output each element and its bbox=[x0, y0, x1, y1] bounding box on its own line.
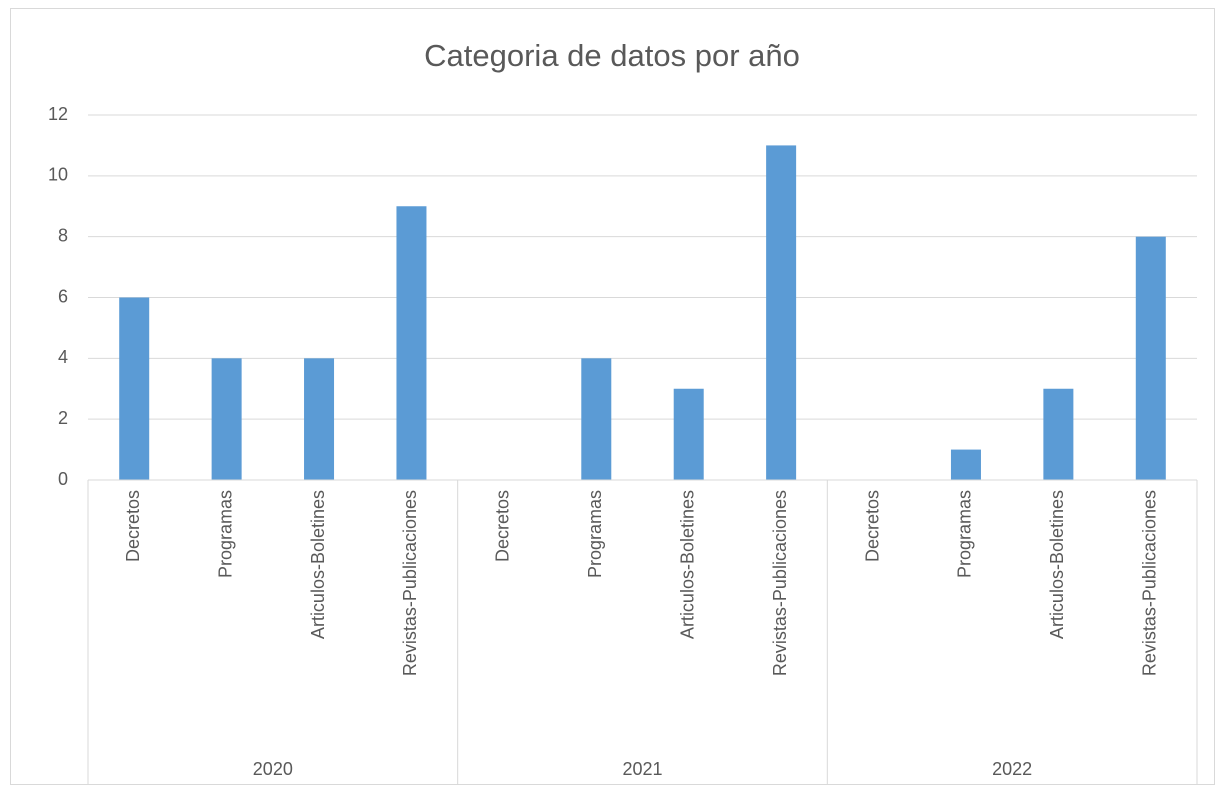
y-tick-label: 10 bbox=[48, 165, 68, 185]
x-tick-label: Articulos-Boletines bbox=[308, 490, 328, 639]
group-label: 2020 bbox=[253, 759, 293, 779]
bar bbox=[1135, 236, 1166, 480]
group-label: 2022 bbox=[992, 759, 1032, 779]
bar bbox=[1043, 388, 1074, 480]
x-tick-label: Decretos bbox=[123, 490, 143, 562]
bar bbox=[211, 358, 242, 480]
bar bbox=[766, 145, 797, 480]
x-tick-label: Revistas-Publicaciones bbox=[770, 490, 790, 676]
x-tick-label: Decretos bbox=[862, 490, 882, 562]
y-tick-label: 0 bbox=[58, 469, 68, 489]
x-tick-label: Programas bbox=[215, 490, 235, 578]
x-tick-label: Revistas-Publicaciones bbox=[1140, 490, 1160, 676]
x-tick-label: Programas bbox=[585, 490, 605, 578]
y-tick-label: 4 bbox=[58, 347, 68, 367]
y-tick-label: 2 bbox=[58, 408, 68, 428]
y-tick-label: 8 bbox=[58, 225, 68, 245]
bar bbox=[119, 297, 150, 480]
x-tick-label: Articulos-Boletines bbox=[677, 490, 697, 639]
x-tick-label: Revistas-Publicaciones bbox=[400, 490, 420, 676]
bar bbox=[581, 358, 612, 480]
chart-title: Categoria de datos por año bbox=[424, 38, 800, 73]
bar bbox=[673, 388, 704, 480]
chart-border bbox=[10, 8, 1215, 785]
y-tick-label: 12 bbox=[48, 104, 68, 124]
bar bbox=[396, 206, 427, 480]
group-label: 2021 bbox=[622, 759, 662, 779]
x-tick-label: Articulos-Boletines bbox=[1047, 490, 1067, 639]
y-tick-label: 6 bbox=[58, 286, 68, 306]
bar bbox=[950, 449, 981, 480]
x-tick-label: Decretos bbox=[493, 490, 513, 562]
bar bbox=[304, 358, 335, 480]
x-tick-label: Programas bbox=[955, 490, 975, 578]
